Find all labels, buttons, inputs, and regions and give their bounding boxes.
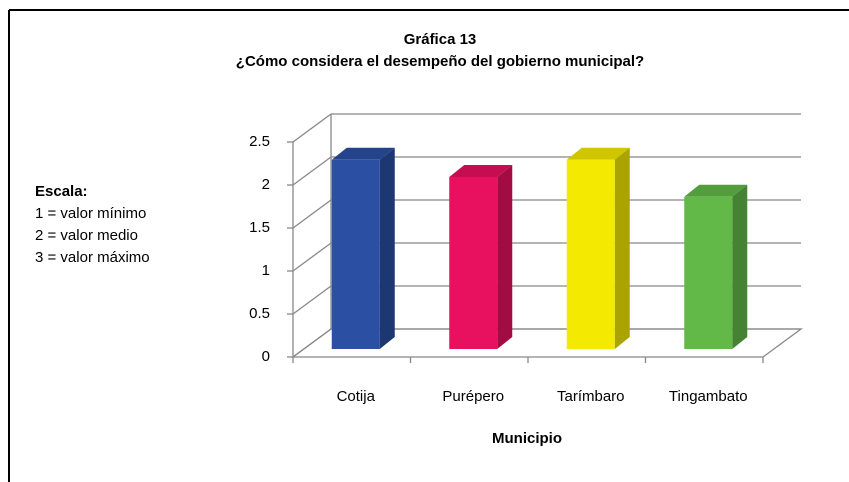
bar-top [684, 184, 748, 197]
bar-side [732, 184, 748, 349]
y-tick-label: 1 [262, 262, 270, 279]
bar [449, 177, 498, 349]
grid-line [292, 328, 332, 358]
chart-title: Gráfica 13 [404, 31, 477, 48]
x-axis-title: Municipio [492, 430, 562, 447]
legend-line: 2 = valor medio [35, 227, 138, 244]
grid-line [292, 199, 332, 229]
grid-line [292, 285, 332, 315]
y-tick-label: 0.5 [249, 305, 270, 322]
bar [684, 196, 733, 349]
x-tick-label: Purépero [442, 388, 504, 405]
y-tick-label: 1.5 [249, 219, 270, 236]
bar [331, 159, 380, 349]
grid-line [292, 242, 332, 272]
y-tick-label: 2.5 [249, 133, 270, 150]
bar-side [614, 147, 630, 349]
legend-title: Escala: [35, 183, 88, 200]
bar-side [379, 147, 395, 349]
y-tick-label: 2 [262, 176, 270, 193]
x-tick-label: Tarímbaro [557, 388, 625, 405]
bar-side [497, 165, 513, 349]
bar-top [449, 165, 513, 177]
bar-top [566, 147, 630, 160]
x-tick-label: Cotija [337, 388, 376, 405]
x-tick-label: Tingambato [669, 388, 748, 405]
y-tick-label: 0 [262, 348, 270, 365]
chart-subtitle: ¿Cómo considera el desempeño del gobiern… [236, 53, 644, 70]
grid-line [292, 113, 332, 143]
legend-line: 3 = valor máximo [35, 249, 150, 266]
legend-line: 1 = valor mínimo [35, 205, 146, 222]
bar [566, 159, 615, 349]
bar-top [331, 147, 395, 160]
grid-line [292, 156, 332, 186]
